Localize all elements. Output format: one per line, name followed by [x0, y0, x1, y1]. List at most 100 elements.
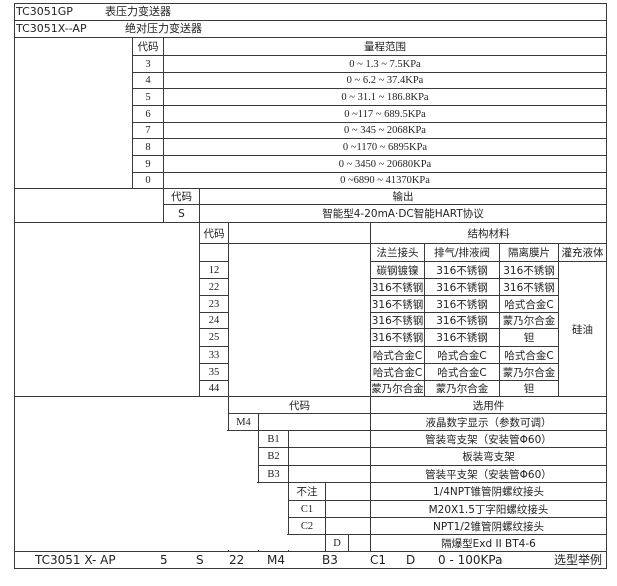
blank-cell	[325, 482, 371, 501]
diaphragm-material: 蒙乃尔合金	[499, 363, 559, 381]
option-desc: 1/4NPT锥管阴螺纹接头	[370, 482, 607, 501]
example-label: 选型举例	[554, 553, 603, 567]
vent-material: 316不锈钢	[424, 261, 500, 279]
material-column-header: 隔离膜片	[499, 243, 559, 262]
flange-material: 316不锈钢	[370, 278, 425, 296]
diaphragm-material: 316不锈钢	[499, 261, 559, 279]
material-column-header: 灌充液体	[558, 243, 607, 262]
range-code: 5	[132, 88, 164, 106]
blank-cell	[288, 447, 371, 466]
option-code: B1	[258, 430, 289, 448]
flange-material: 蒙乃尔合金	[370, 380, 425, 397]
range-value: 0 ~6890 ~ 41370KPa	[163, 172, 607, 189]
model-row-gp	[14, 3, 607, 21]
diaphragm-material: 钽	[499, 328, 559, 347]
example-code-part: 5	[160, 553, 168, 567]
blank-cell	[288, 465, 371, 483]
blank-area	[15, 397, 227, 550]
range-value: 0 ~ 1.3 ~ 7.5KPa	[163, 55, 607, 73]
flange-material: 哈式合金C	[370, 363, 425, 381]
option-code: B2	[258, 447, 289, 466]
example-code-part: 0 - 100KPa	[438, 553, 503, 567]
diaphragm-material: 哈式合金C	[499, 346, 559, 364]
structure-code: 25	[199, 328, 229, 347]
output-code: S	[163, 204, 200, 223]
vent-material: 316不锈钢	[424, 295, 500, 313]
vent-material: 316不锈钢	[424, 278, 500, 296]
blank-cell	[14, 222, 200, 397]
diaphragm-material: 蒙乃尔合金	[499, 312, 559, 329]
range-value: 0 ~ 31.1 ~ 186.8KPa	[163, 88, 607, 106]
vent-material: 316不锈钢	[424, 312, 500, 329]
option-code: C2	[288, 517, 326, 535]
example-code-part: 22	[229, 553, 245, 567]
vent-material: 316不锈钢	[424, 328, 500, 347]
example-row	[14, 551, 607, 569]
flange-material: 316不锈钢	[370, 312, 425, 329]
option-desc: NPT1/2锥管阴螺纹接头	[370, 517, 607, 535]
option-code: D	[325, 534, 349, 552]
option-desc: 隔爆型Exd II BT4-6	[370, 534, 607, 552]
blank-cell	[199, 243, 229, 262]
flange-material: 316不锈钢	[370, 295, 425, 313]
blank-cell	[288, 430, 371, 448]
range-value: 0 ~117 ~ 689.5KPa	[163, 105, 607, 123]
structure-code: 22	[199, 278, 229, 296]
options-header: 选用件	[370, 396, 607, 414]
example-code-part: TC3051 X- AP	[35, 553, 116, 567]
blank-cell	[325, 500, 371, 518]
range-header: 量程范围	[163, 37, 607, 56]
range-value: 0 ~ 6.2 ~ 37.4KPa	[163, 72, 607, 89]
range-code: 3	[132, 55, 164, 73]
range-code: 8	[132, 138, 164, 156]
structure-code: 24	[199, 312, 229, 329]
option-desc: 管装弯支架（安装管Φ60）	[370, 430, 607, 448]
option-desc: 液晶数字显示（参数可调）	[370, 413, 607, 431]
vent-material: 蒙乃尔合金	[424, 380, 500, 397]
blank-cell	[228, 243, 371, 397]
structure-header: 结构材料	[370, 222, 607, 244]
option-desc: 管装平支架（安装管Φ60）	[370, 465, 607, 483]
structure-code-header: 代码	[199, 222, 229, 244]
range-value: 0 ~ 3450 ~ 20680KPa	[163, 155, 607, 173]
range-code: 7	[132, 122, 164, 139]
flange-material: 316不锈钢	[370, 328, 425, 347]
blank-cell	[325, 517, 371, 535]
flange-material: 碳钢镀镍	[370, 261, 425, 279]
range-code: 6	[132, 105, 164, 123]
material-column-header: 排气/排液阀	[424, 243, 500, 262]
output-code-header: 代码	[163, 188, 200, 205]
blank-cell	[14, 188, 164, 223]
structure-code: 44	[199, 380, 229, 397]
output-header: 输出	[199, 188, 607, 205]
output-desc: 智能型4-20mA·DC智能HART协议	[199, 204, 607, 223]
option-code: C1	[288, 500, 326, 518]
structure-code: 12	[199, 261, 229, 279]
example-code-part: M4	[267, 553, 285, 567]
range-value: 0 ~1170 ~ 6895KPa	[163, 138, 607, 156]
model-code: TC3051GP	[16, 5, 73, 18]
blank-cell	[228, 222, 371, 244]
diaphragm-material: 316不锈钢	[499, 278, 559, 296]
blank-cell	[348, 534, 371, 552]
options-code-header: 代码	[228, 396, 371, 414]
diaphragm-material: 钽	[499, 380, 559, 397]
structure-code: 33	[199, 346, 229, 364]
option-code: 不注	[288, 482, 326, 501]
structure-code: 23	[199, 295, 229, 313]
blank-cell	[258, 413, 371, 431]
flange-material: 哈式合金C	[370, 346, 425, 364]
model-row-ap	[14, 20, 607, 38]
option-desc: M20X1.5丁字阳螺纹接头	[370, 500, 607, 518]
option-code: M4	[228, 413, 259, 431]
example-code-part: D	[406, 553, 416, 567]
material-column-header: 法兰接头	[370, 243, 425, 262]
example-code-part: S	[196, 553, 204, 567]
diaphragm-material: 哈式合金C	[499, 295, 559, 313]
option-code: B3	[258, 465, 289, 483]
range-code: 9	[132, 155, 164, 173]
vent-material: 哈式合金C	[424, 346, 500, 364]
structure-code: 35	[199, 363, 229, 381]
model-name: 绝对压力变送器	[125, 22, 202, 35]
range-code: 4	[132, 72, 164, 89]
